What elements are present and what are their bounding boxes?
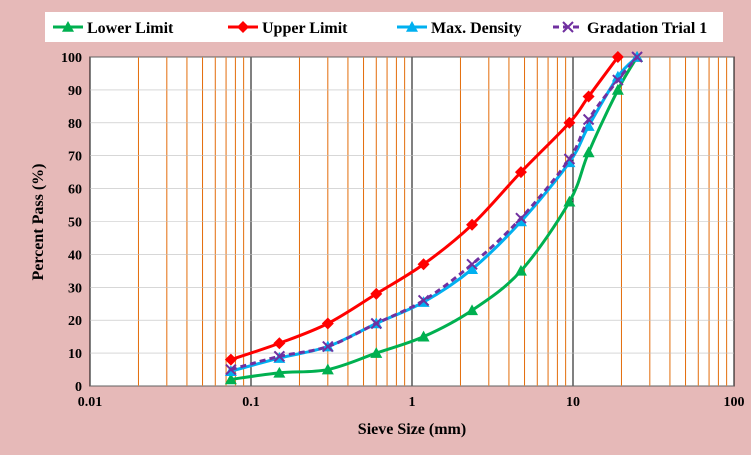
data-point-gradation-trial-1 [466,258,478,270]
y-tick-label: 10 [68,347,82,362]
x-marker-stroke [631,51,643,63]
y-tick-label: 30 [68,281,82,296]
y-axis-label: Percent Pass (%) [30,164,47,281]
data-point-max-density [514,215,527,227]
y-tick-label: 50 [68,216,82,231]
data-point-upper-limit [224,353,237,366]
data-point-gradation-trial-1 [417,294,430,307]
x-marker-stroke [562,21,574,33]
data-point-lower-limit [417,330,430,342]
data-point-lower-limit [321,363,334,375]
series-gradation-trial-1 [225,51,643,376]
legend-marker-max-density [406,21,418,32]
x-marker-stroke [563,153,576,165]
data-point-lower-limit [611,83,624,95]
data-point-gradation-trial-1 [631,51,643,63]
data-point-upper-limit [563,116,576,129]
legend-marker-upper-limit [237,21,249,33]
series-line-lower-limit [230,56,639,381]
series-layer [224,51,644,385]
x-tick-label: 1 [409,395,416,410]
legend-item-gradation-trial-1: Gradation Trial 1 [553,20,707,37]
x-marker-stroke [322,340,334,353]
y-tick-label: 0 [75,380,82,395]
series-line-upper-limit [230,56,620,362]
x-tick-label: 0.01 [78,395,103,410]
legend-item-upper-limit: Upper Limit [228,20,348,37]
data-point-lower-limit [273,366,286,378]
data-point-lower-limit [224,373,237,385]
data-point-upper-limit [466,218,479,231]
data-point-upper-limit [321,317,334,330]
legend-label-max-density: Max. Density [431,20,522,37]
x-marker-stroke [612,74,624,86]
data-point-lower-limit [582,146,595,158]
y-tick-label: 90 [68,84,82,99]
tick-labels: 0.01 0.1 1 10 100 0 10 20 30 40 50 60 70 80 90 100 [61,51,745,410]
y-tick-label: 80 [68,117,82,132]
data-point-gradation-trial-1 [322,340,334,353]
legend-label-gradation-trial-1: Gradation Trial 1 [587,20,707,37]
x-marker-stroke [515,212,527,224]
x-marker-stroke [582,113,595,126]
legend-label-upper-limit: Upper Limit [262,20,348,37]
data-point-upper-limit [582,90,595,103]
legend-marker-lower-limit [62,21,74,32]
data-point-upper-limit [417,258,430,271]
x-marker-stroke [225,363,237,376]
legend-label-lower-limit: Lower Limit [87,20,174,37]
data-point-lower-limit [466,304,479,316]
x-marker-stroke [417,294,430,307]
legend-item-max-density: Max. Density [397,20,522,37]
data-point-gradation-trial-1 [612,74,624,86]
data-point-gradation-trial-1 [370,317,382,330]
x-marker-stroke [370,317,382,330]
y-tick-label: 60 [68,183,82,198]
data-point-lower-limit [370,347,383,358]
x-tick-label: 10 [566,395,580,410]
legend: Lower Limit Upper Limit Max. Density Gradat… [53,20,707,37]
y-tick-label: 70 [68,150,82,165]
data-point-gradation-trial-1 [225,363,237,376]
x-tick-label: 100 [724,395,745,410]
y-tick-label: 20 [68,314,82,329]
legend-item-lower-limit: Lower Limit [53,20,174,37]
x-marker-stroke [273,350,286,363]
data-point-upper-limit [273,337,286,350]
data-point-gradation-trial-1 [273,350,286,363]
data-point-lower-limit [514,264,527,276]
x-axis-label: Sieve Size (mm) [358,421,466,438]
data-point-gradation-trial-1 [582,113,595,126]
data-point-max-density [466,263,479,275]
data-point-upper-limit [370,287,383,300]
legend-marker-gradation-trial-1 [562,21,574,33]
data-point-upper-limit [514,166,527,179]
major-grid [89,56,735,387]
data-point-upper-limit [611,51,624,63]
data-point-gradation-trial-1 [563,153,576,165]
y-tick-label: 40 [68,248,82,263]
x-marker-stroke [466,258,478,270]
y-tick-label: 100 [61,51,82,66]
x-tick-label: 0.1 [242,395,260,410]
series-upper-limit [224,51,624,366]
data-point-gradation-trial-1 [515,212,527,224]
data-point-lower-limit [563,195,576,207]
legend-box [45,12,723,42]
data-point-max-density [611,70,624,82]
